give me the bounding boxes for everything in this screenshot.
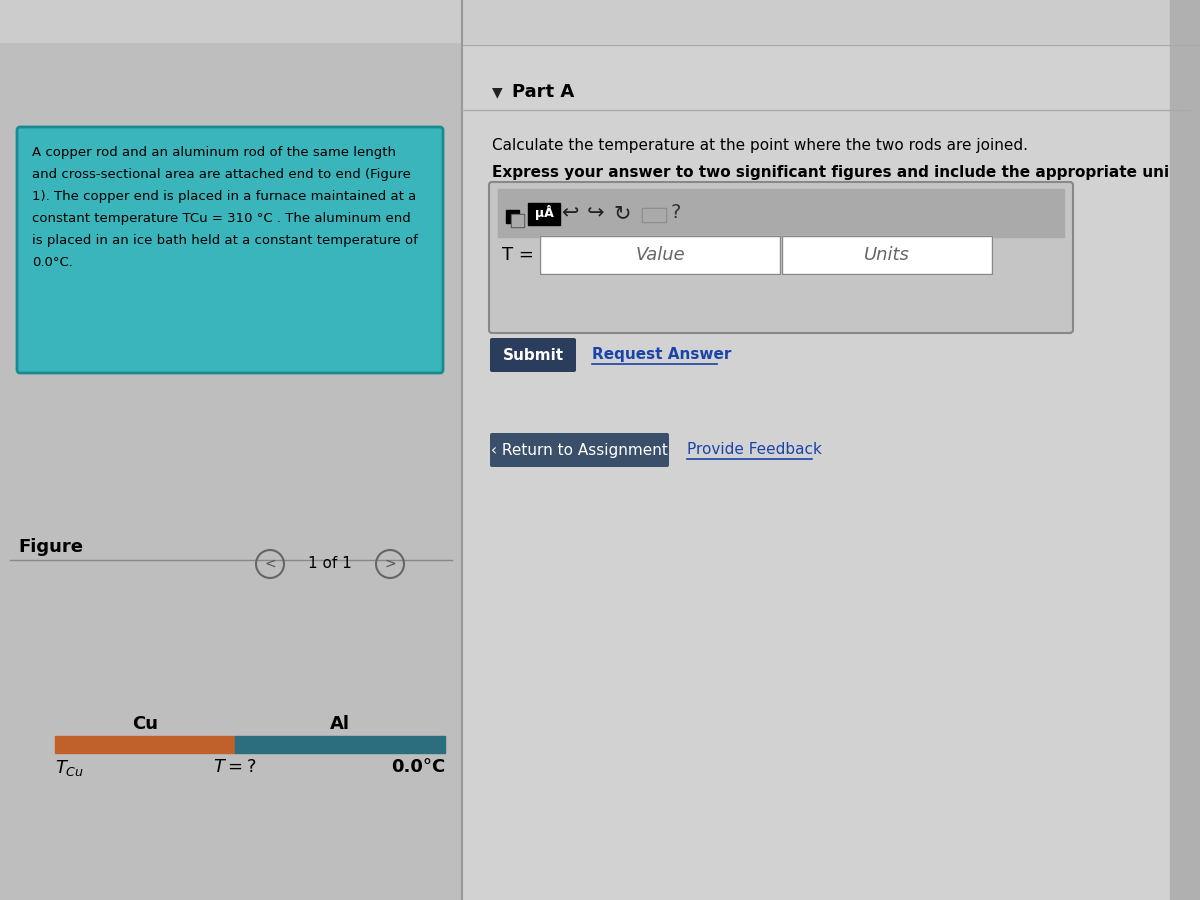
Bar [782, 236, 992, 274]
FancyBboxPatch shape [490, 182, 1073, 333]
FancyBboxPatch shape [17, 127, 443, 373]
Text: Part A: Part A [512, 83, 575, 101]
Bar [782, 236, 992, 274]
Bar [512, 215, 523, 226]
Text: 1). The copper end is placed in a furnace maintained at a: 1). The copper end is placed in a furnac… [32, 190, 416, 203]
Text: >: > [384, 557, 396, 571]
Text: 1 of 1: 1 of 1 [308, 556, 352, 572]
Text: T =: T = [502, 246, 534, 264]
Text: ↪: ↪ [587, 203, 605, 223]
Bar [511, 214, 524, 227]
Text: A copper rod and an aluminum rod of the same length: A copper rod and an aluminum rod of the … [32, 146, 396, 159]
Bar [0, 0, 1200, 42]
Bar [1170, 0, 1200, 900]
Bar [498, 189, 1064, 237]
Text: ↻: ↻ [613, 203, 631, 223]
Bar [0, 0, 462, 900]
Bar [235, 736, 445, 753]
Text: Submit: Submit [503, 347, 564, 363]
Text: µÅ: µÅ [534, 205, 553, 220]
Bar [506, 210, 520, 223]
Text: $T_{Cu}$: $T_{Cu}$ [55, 758, 84, 778]
Text: Express your answer to two significant figures and include the appropriate uni: Express your answer to two significant f… [492, 165, 1169, 180]
Bar [642, 208, 666, 222]
Text: Units: Units [864, 246, 910, 264]
Text: Provide Feedback: Provide Feedback [686, 443, 822, 457]
Text: Value: Value [635, 246, 685, 264]
Bar [462, 0, 1200, 900]
Bar [540, 236, 780, 274]
Bar [540, 236, 780, 274]
Text: Al: Al [330, 715, 350, 733]
Text: 0.0°C.: 0.0°C. [32, 256, 73, 269]
Text: Figure: Figure [18, 538, 83, 556]
Text: $T=?$: $T=?$ [214, 758, 257, 776]
Text: constant temperature TCu = 310 °C . The aluminum end: constant temperature TCu = 310 °C . The … [32, 212, 410, 225]
Text: <: < [264, 557, 276, 571]
FancyBboxPatch shape [490, 433, 670, 467]
Bar [55, 736, 235, 753]
Text: Cu: Cu [132, 715, 158, 733]
Text: Request Answer: Request Answer [592, 347, 731, 363]
Text: is placed in an ice bath held at a constant temperature of: is placed in an ice bath held at a const… [32, 234, 418, 247]
Text: Calculate the temperature at the point where the two rods are joined.: Calculate the temperature at the point w… [492, 138, 1028, 153]
Text: ?: ? [671, 203, 682, 222]
Text: 0.0°C: 0.0°C [391, 758, 445, 776]
Text: ↩: ↩ [562, 203, 578, 223]
Bar [643, 209, 665, 221]
FancyBboxPatch shape [490, 338, 576, 372]
Bar [528, 203, 560, 225]
Text: and cross-sectional area are attached end to end (Figure: and cross-sectional area are attached en… [32, 168, 410, 181]
Text: ‹ Return to Assignment: ‹ Return to Assignment [491, 443, 667, 457]
Text: ▼: ▼ [492, 85, 503, 99]
